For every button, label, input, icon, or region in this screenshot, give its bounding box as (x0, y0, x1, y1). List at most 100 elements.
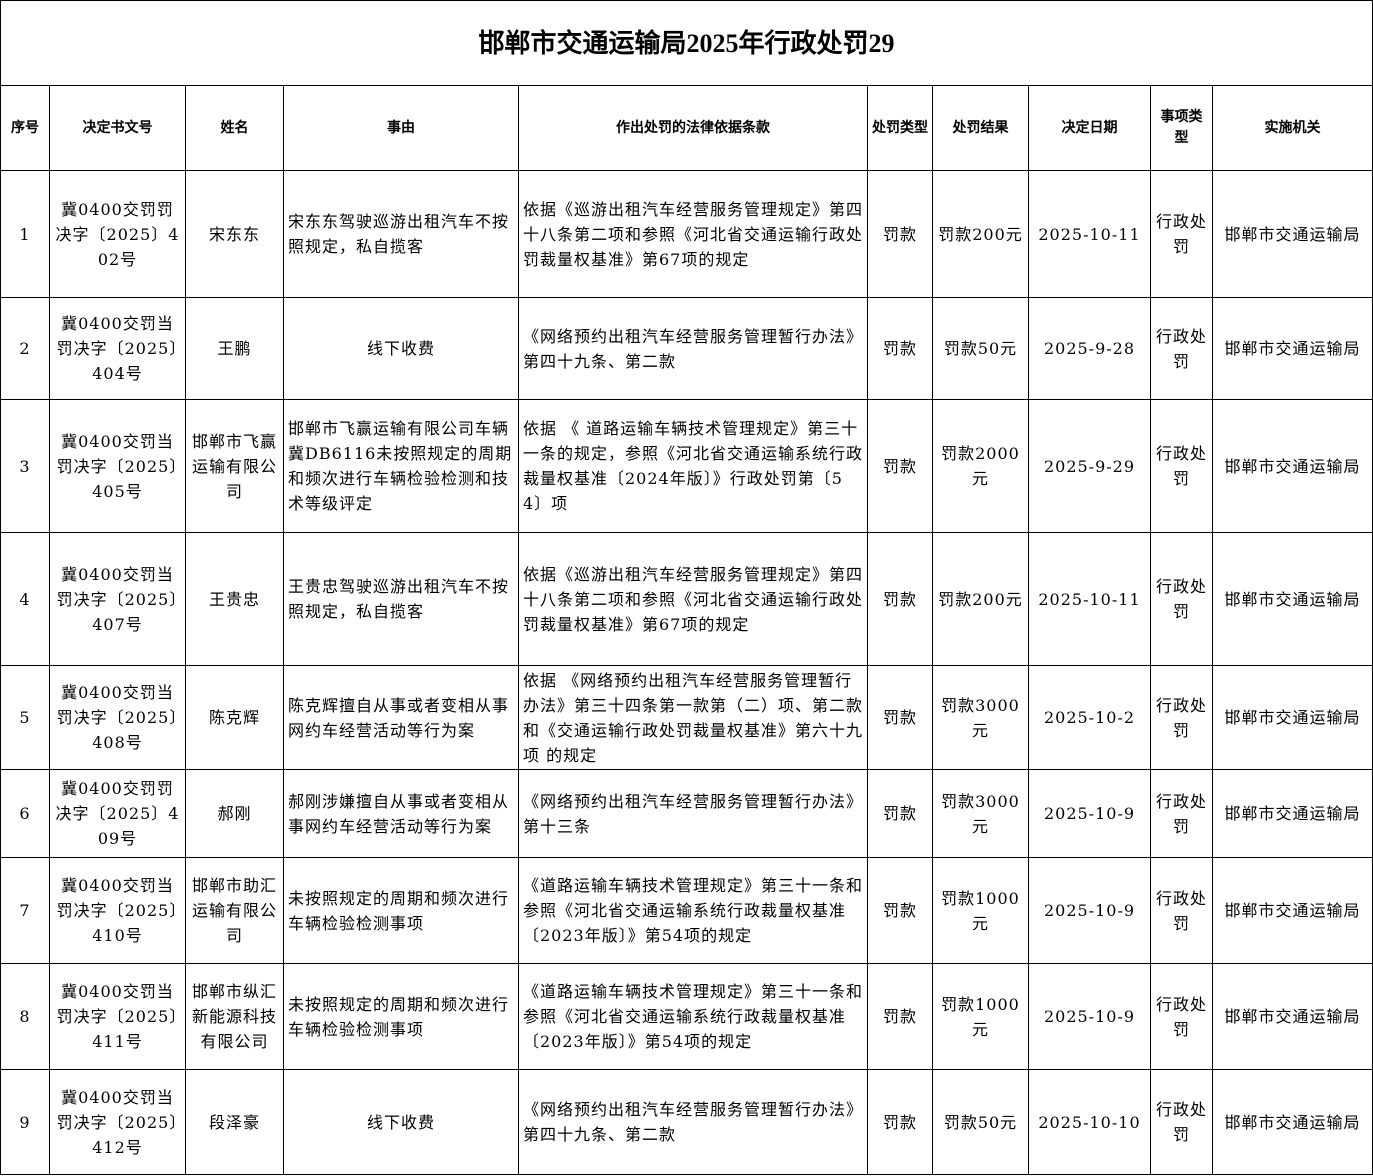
cell-legal-basis: 依据 《网络预约出租汽车经营服务管理暂行办法》第三十四条第一款第（二）项、第二款… (518, 665, 868, 770)
cell-no: 9 (0, 1069, 50, 1175)
cell-name: 郝刚 (185, 769, 284, 858)
header-legal-basis: 作出处罚的法律依据条款 (518, 85, 868, 171)
cell-penalty-result: 罚款1000元 (932, 857, 1029, 964)
cell-penalty-result: 罚款2000元 (932, 399, 1029, 533)
cell-agency: 邯郸市交通运输局 (1211, 769, 1373, 858)
cell-reason: 陈克辉擅自从事或者变相从事网约车经营活动等行为案 (283, 665, 519, 770)
cell-doc-number: 冀0400交罚当罚决字〔2025〕408号 (49, 665, 186, 770)
cell-doc-number: 冀0400交罚当罚决字〔2025〕412号 (49, 1069, 186, 1175)
cell-decision-date: 2025-10-9 (1028, 769, 1151, 858)
cell-doc-number: 冀0400交罚当罚决字〔2025〕404号 (49, 297, 186, 400)
cell-penalty-type: 罚款 (867, 399, 933, 533)
header-row: 序号 决定书文号 姓名 事由 作出处罚的法律依据条款 处罚类型 处罚结果 决定日期 事项类型 实施… (0, 85, 1373, 171)
cell-decision-date: 2025-10-11 (1028, 170, 1151, 298)
cell-no: 1 (0, 170, 50, 298)
cell-name: 王鹏 (185, 297, 284, 400)
cell-agency: 邯郸市交通运输局 (1211, 665, 1373, 770)
table-row: 9 冀0400交罚当罚决字〔2025〕412号 段泽豪 线下收费 《网络预约出租汽车经营… (0, 1069, 1373, 1175)
cell-penalty-type: 罚款 (867, 532, 933, 666)
table-row: 2 冀0400交罚当罚决字〔2025〕404号 王鹏 线下收费 《网络预约出租汽车经营服… (0, 297, 1373, 400)
cell-agency: 邯郸市交通运输局 (1211, 532, 1373, 666)
cell-doc-number: 冀0400交罚当罚决字〔2025〕411号 (49, 963, 186, 1070)
table-row: 5 冀0400交罚当罚决字〔2025〕408号 陈克辉 陈克辉擅自从事或者变相从事网… (0, 665, 1373, 770)
cell-name: 邯郸市助汇运输有限公司 (185, 857, 284, 964)
cell-no: 6 (0, 769, 50, 858)
cell-no: 8 (0, 963, 50, 1070)
cell-penalty-result: 罚款1000元 (932, 963, 1029, 1070)
table-row: 8 冀0400交罚当罚决字〔2025〕411号 邯郸市纵汇新能源科技有限公司 未按照规… (0, 963, 1373, 1070)
cell-no: 3 (0, 399, 50, 533)
page-title: 邯郸市交通运输局2025年行政处罚29 (0, 0, 1373, 86)
cell-agency: 邯郸市交通运输局 (1211, 399, 1373, 533)
cell-penalty-type: 罚款 (867, 769, 933, 858)
cell-doc-number: 冀0400交罚罚决字〔2025〕402号 (49, 170, 186, 298)
cell-reason: 王贵忠驾驶巡游出租汽车不按照规定，私自揽客 (283, 532, 519, 666)
header-decision-date: 决定日期 (1028, 85, 1151, 171)
cell-item-type: 行政处罚 (1150, 769, 1213, 858)
cell-reason: 邯郸市飞赢运输有限公司车辆冀DB6116未按照规定的周期和频次进行车辆检验检测和… (283, 399, 519, 533)
cell-agency: 邯郸市交通运输局 (1211, 1069, 1373, 1175)
cell-item-type: 行政处罚 (1150, 665, 1213, 770)
cell-item-type: 行政处罚 (1150, 963, 1213, 1070)
cell-decision-date: 2025-9-29 (1028, 399, 1151, 533)
cell-legal-basis: 《道路运输车辆技术管理规定》第三十一条和参照《河北省交通运输系统行政裁量权基准〔… (518, 857, 868, 964)
header-no: 序号 (0, 85, 50, 171)
cell-agency: 邯郸市交通运输局 (1211, 297, 1373, 400)
cell-no: 7 (0, 857, 50, 964)
cell-name: 王贵忠 (185, 532, 284, 666)
cell-name: 段泽豪 (185, 1069, 284, 1175)
cell-penalty-result: 罚款200元 (932, 532, 1029, 666)
cell-no: 4 (0, 532, 50, 666)
cell-legal-basis: 依据 《 道路运输车辆技术管理规定》第三十一条的规定，参照《河北省交通运输系统行… (518, 399, 868, 533)
cell-legal-basis: 依据《巡游出租汽车经营服务管理规定》第四十八条第二项和参照《河北省交通运输行政处… (518, 532, 868, 666)
header-penalty-type: 处罚类型 (867, 85, 933, 171)
cell-reason: 郝刚涉嫌擅自从事或者变相从事网约车经营活动等行为案 (283, 769, 519, 858)
cell-penalty-type: 罚款 (867, 297, 933, 400)
header-name: 姓名 (185, 85, 284, 171)
table-row: 3 冀0400交罚当罚决字〔2025〕405号 邯郸市飞赢运输有限公司 邯郸市飞赢运输… (0, 399, 1373, 533)
table-row: 1 冀0400交罚罚决字〔2025〕402号 宋东东 宋东东驾驶巡游出租汽车不按照规定… (0, 170, 1373, 298)
cell-penalty-result: 罚款200元 (932, 170, 1029, 298)
cell-reason: 未按照规定的周期和频次进行车辆检验检测事项 (283, 963, 519, 1070)
cell-penalty-type: 罚款 (867, 170, 933, 298)
cell-decision-date: 2025-10-9 (1028, 963, 1151, 1070)
cell-legal-basis: 依据《巡游出租汽车经营服务管理规定》第四十八条第二项和参照《河北省交通运输行政处… (518, 170, 868, 298)
cell-penalty-result: 罚款3000元 (932, 665, 1029, 770)
cell-reason: 线下收费 (283, 1069, 519, 1175)
cell-name: 陈克辉 (185, 665, 284, 770)
table-row: 4 冀0400交罚当罚决字〔2025〕407号 王贵忠 王贵忠驾驶巡游出租汽车不按照规… (0, 532, 1373, 666)
cell-no: 2 (0, 297, 50, 400)
cell-agency: 邯郸市交通运输局 (1211, 963, 1373, 1070)
cell-penalty-result: 罚款50元 (932, 1069, 1029, 1175)
cell-decision-date: 2025-10-11 (1028, 532, 1151, 666)
cell-item-type: 行政处罚 (1150, 170, 1213, 298)
cell-penalty-result: 罚款3000元 (932, 769, 1029, 858)
cell-name: 邯郸市纵汇新能源科技有限公司 (185, 963, 284, 1070)
header-doc-number: 决定书文号 (49, 85, 186, 171)
cell-doc-number: 冀0400交罚当罚决字〔2025〕407号 (49, 532, 186, 666)
header-item-type: 事项类型 (1150, 85, 1213, 171)
cell-item-type: 行政处罚 (1150, 297, 1213, 400)
cell-doc-number: 冀0400交罚罚决字〔2025〕409号 (49, 769, 186, 858)
table-row: 6 冀0400交罚罚决字〔2025〕409号 郝刚 郝刚涉嫌擅自从事或者变相从事网约车… (0, 769, 1373, 858)
cell-no: 5 (0, 665, 50, 770)
cell-penalty-result: 罚款50元 (932, 297, 1029, 400)
cell-penalty-type: 罚款 (867, 1069, 933, 1175)
cell-item-type: 行政处罚 (1150, 1069, 1213, 1175)
cell-item-type: 行政处罚 (1150, 857, 1213, 964)
header-reason: 事由 (283, 85, 519, 171)
cell-penalty-type: 罚款 (867, 963, 933, 1070)
cell-item-type: 行政处罚 (1150, 399, 1213, 533)
cell-decision-date: 2025-10-10 (1028, 1069, 1151, 1175)
cell-penalty-type: 罚款 (867, 857, 933, 964)
cell-reason: 宋东东驾驶巡游出租汽车不按照规定，私自揽客 (283, 170, 519, 298)
cell-doc-number: 冀0400交罚当罚决字〔2025〕405号 (49, 399, 186, 533)
cell-item-type: 行政处罚 (1150, 532, 1213, 666)
cell-name: 邯郸市飞赢运输有限公司 (185, 399, 284, 533)
cell-legal-basis: 《网络预约出租汽车经营服务管理暂行办法》第四十九条、第二款 (518, 1069, 868, 1175)
header-agency: 实施机关 (1211, 85, 1373, 171)
cell-name: 宋东东 (185, 170, 284, 298)
cell-reason: 线下收费 (283, 297, 519, 400)
cell-reason: 未按照规定的周期和频次进行车辆检验检测事项 (283, 857, 519, 964)
cell-decision-date: 2025-9-28 (1028, 297, 1151, 400)
